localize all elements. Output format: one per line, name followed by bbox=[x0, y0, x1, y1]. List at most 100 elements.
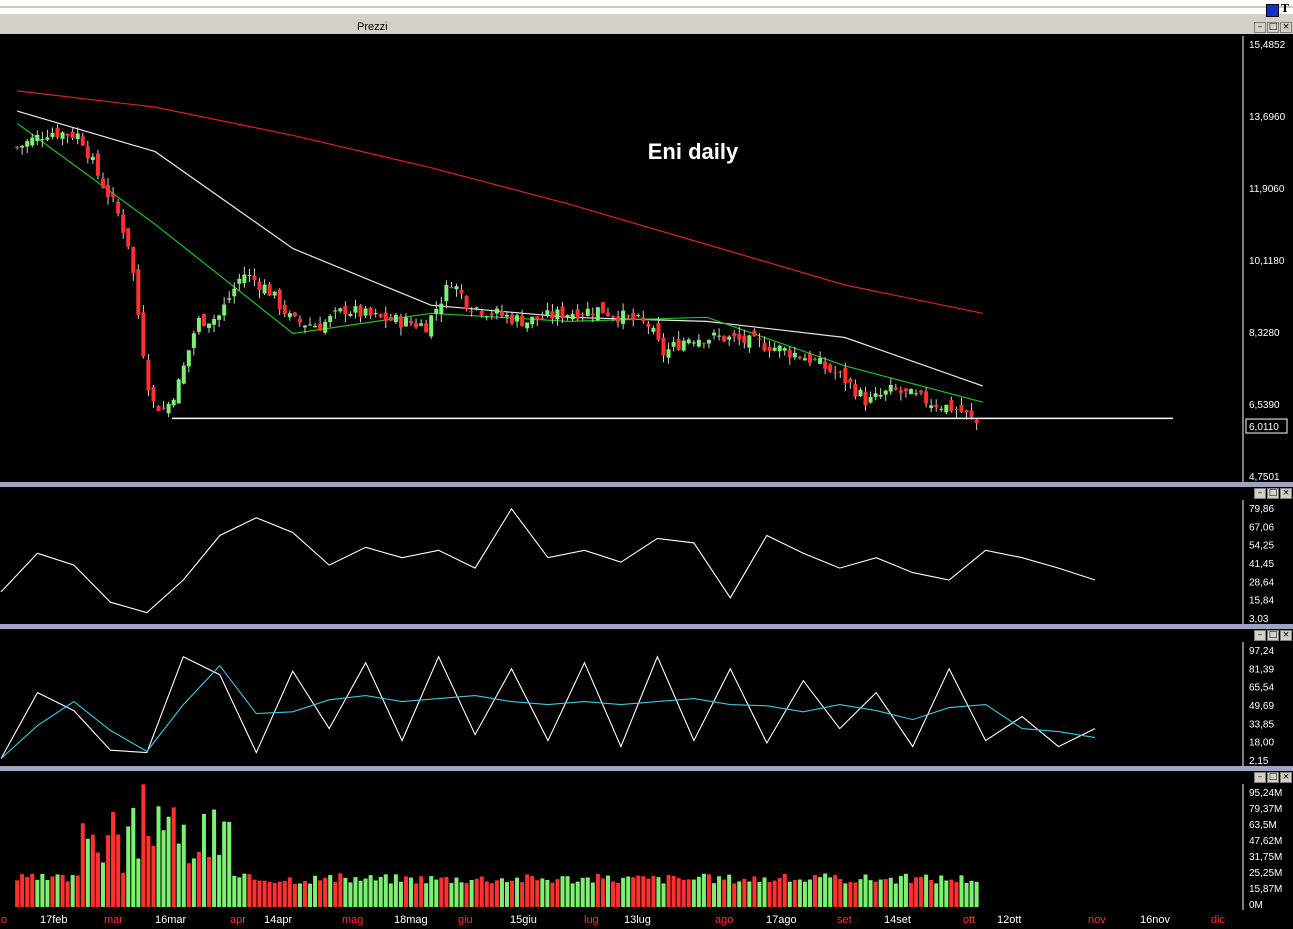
candle-body bbox=[903, 388, 908, 391]
volume-bar bbox=[515, 877, 520, 907]
candle-body bbox=[308, 324, 313, 326]
y-tick-label: 11,9060 bbox=[1249, 184, 1285, 195]
volume-bar bbox=[964, 882, 969, 907]
close-button[interactable]: × bbox=[1280, 488, 1292, 499]
panel-separator[interactable] bbox=[0, 624, 1293, 629]
candle-body bbox=[853, 384, 858, 397]
volume-bar bbox=[489, 883, 494, 907]
candle-body bbox=[323, 321, 328, 333]
candle-body bbox=[60, 132, 65, 139]
volume-bar bbox=[792, 879, 797, 907]
candle-body bbox=[429, 315, 434, 337]
volume-bar bbox=[272, 882, 277, 907]
volume-bar bbox=[479, 876, 484, 907]
x-tick-label: ago bbox=[715, 914, 733, 926]
x-tick-label: dic bbox=[1211, 914, 1226, 926]
y-tick-label: 54,25 bbox=[1249, 541, 1274, 552]
candle-body bbox=[959, 404, 964, 413]
panel-separator[interactable] bbox=[0, 766, 1293, 771]
maximize-button[interactable]: □ bbox=[1267, 488, 1279, 499]
y-tick-label: 15,84 bbox=[1249, 596, 1274, 607]
last-price-label: 6,0110 bbox=[1249, 422, 1279, 433]
close-button[interactable]: × bbox=[1280, 630, 1292, 641]
volume-bar bbox=[565, 876, 570, 907]
candle-body bbox=[681, 340, 686, 351]
volume-bar bbox=[100, 862, 105, 907]
maximize-button[interactable]: □ bbox=[1267, 630, 1279, 641]
candle-body bbox=[939, 408, 944, 410]
candle-body bbox=[949, 400, 954, 412]
volume-bar bbox=[297, 883, 302, 907]
volume-bar bbox=[605, 875, 610, 907]
candle-body bbox=[262, 284, 267, 294]
candle-body bbox=[717, 335, 722, 337]
splitter-grip[interactable] bbox=[370, 494, 374, 496]
candle-body bbox=[212, 318, 217, 325]
minimize-button[interactable]: – bbox=[1254, 772, 1266, 783]
x-tick-label: nov bbox=[1088, 914, 1106, 926]
candle-body bbox=[15, 146, 20, 148]
candle-body bbox=[595, 307, 600, 321]
volume-bar bbox=[747, 881, 752, 907]
candle-body bbox=[222, 304, 227, 316]
splitter-grip[interactable] bbox=[370, 636, 374, 638]
volume-bar bbox=[60, 874, 65, 907]
candle-body bbox=[747, 335, 752, 348]
close-button[interactable]: × bbox=[1280, 22, 1292, 33]
candle-body bbox=[45, 137, 50, 140]
candle-body bbox=[297, 318, 302, 323]
candle-body bbox=[282, 305, 287, 315]
volume-bar bbox=[151, 845, 156, 907]
volume-bar bbox=[858, 879, 863, 907]
panel-separator[interactable] bbox=[0, 482, 1293, 487]
candle-body bbox=[540, 317, 545, 319]
text-tool-button[interactable]: T bbox=[1280, 2, 1290, 15]
maximize-button[interactable]: □ bbox=[1267, 22, 1279, 33]
volume-bar bbox=[570, 883, 575, 907]
y-tick-label: 15,87M bbox=[1249, 884, 1282, 895]
volume-bar bbox=[676, 878, 681, 907]
y-tick-label: 65,54 bbox=[1249, 683, 1274, 694]
candle-body bbox=[585, 308, 590, 316]
volume-bar bbox=[353, 877, 358, 907]
candle-body bbox=[712, 332, 717, 336]
candle-body bbox=[944, 404, 949, 413]
volume-bar bbox=[580, 877, 585, 907]
x-tick-label: lug bbox=[584, 914, 599, 926]
close-button[interactable]: × bbox=[1280, 772, 1292, 783]
splitter-grip[interactable] bbox=[370, 778, 374, 780]
candle-body bbox=[666, 349, 671, 358]
volume-bar bbox=[696, 876, 701, 907]
volume-bar bbox=[919, 876, 924, 907]
candle-body bbox=[398, 316, 403, 328]
x-tick-label: mag bbox=[342, 914, 363, 926]
minimize-button[interactable]: – bbox=[1254, 22, 1266, 33]
candle-body bbox=[403, 317, 408, 327]
candle-body bbox=[469, 311, 474, 313]
blue-square-icon[interactable] bbox=[1266, 4, 1279, 17]
volume-bar bbox=[449, 883, 454, 907]
minimize-button[interactable]: – bbox=[1254, 488, 1266, 499]
minimize-button[interactable]: – bbox=[1254, 630, 1266, 641]
candle-body bbox=[414, 323, 419, 328]
volume-bar bbox=[434, 879, 439, 907]
candle-body bbox=[898, 390, 903, 393]
volume-bar bbox=[196, 851, 201, 907]
volume-bar bbox=[171, 807, 176, 907]
candle-body bbox=[732, 332, 737, 337]
volume-bar bbox=[974, 881, 979, 907]
candle-body bbox=[631, 313, 636, 321]
volume-bar bbox=[914, 877, 919, 907]
volume-bar bbox=[641, 876, 646, 907]
volume-bar bbox=[15, 880, 20, 907]
moving-averages bbox=[16, 90, 983, 403]
maximize-button[interactable]: □ bbox=[1267, 772, 1279, 783]
volume-bar bbox=[944, 880, 949, 907]
candle-body bbox=[25, 141, 30, 147]
candle-body bbox=[196, 317, 201, 332]
y-tick-label: 79,86 bbox=[1249, 504, 1274, 515]
candle-body bbox=[50, 132, 55, 137]
candle-body bbox=[409, 321, 414, 324]
volume-bar bbox=[575, 881, 580, 907]
